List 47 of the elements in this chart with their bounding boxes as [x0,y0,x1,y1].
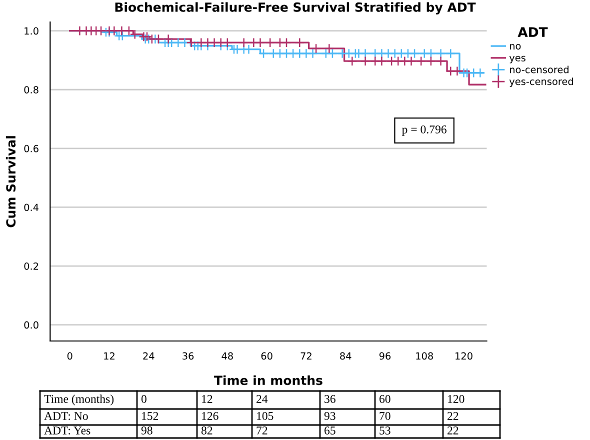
x-tick-label: 108 [416,352,433,360]
legend-label: no-censored [510,66,568,74]
text: 0 [141,394,146,403]
y-tick-label: 0.4 [24,204,38,212]
legend-label: yes-censored [509,78,573,87]
x-tick-label: 60 [261,352,272,360]
x-tick-label: 24 [143,352,154,360]
x-tick-label: 96 [379,352,391,360]
text: 70 [380,412,390,420]
x-axis-title: Time in months [214,375,322,386]
legend-label: no [510,44,521,50]
y-axis-title: Cum Survival [6,136,16,228]
x-tick-label: 84 [340,352,352,360]
legend-title: ADT [518,27,548,37]
text: 22 [448,426,458,434]
y-tick-label: 0.8 [24,86,38,94]
text: 152 [142,412,158,420]
text: 105 [257,412,274,420]
text: 98 [141,426,152,434]
text: ADT: Yes [44,426,90,435]
y-tick-label: 0.2 [24,262,38,270]
x-tick-label: 0 [67,352,72,360]
text: 72 [256,426,268,434]
x-tick-label: 36 [182,352,194,360]
annotation: p = 0.796 [402,125,446,136]
legend-label: yes [509,56,526,64]
text: 53 [380,426,390,434]
x-tick-label: 12 [104,352,114,360]
y-tick-label: 1.0 [24,27,38,35]
x-tick-label: 72 [300,352,312,360]
text: 36 [324,395,336,403]
x-tick-label: 48 [222,352,233,360]
text: 12 [202,395,212,403]
text: 60 [380,394,390,403]
text: 22 [448,412,458,420]
text: 120 [448,394,464,403]
y-tick-label: 0.6 [24,144,38,152]
x-tick-label: 120 [456,352,472,360]
y-tick-label: 0.0 [24,321,38,329]
text: 82 [201,426,212,434]
text: 65 [324,426,336,434]
text: 24 [256,395,268,403]
text: ADT: No [44,412,88,420]
text: Time (months) [44,394,114,406]
text: 126 [202,412,218,420]
text: 93 [324,412,336,420]
chart-title: Biochemical-Failure-Free Survival Stratified by ADT [115,2,476,14]
